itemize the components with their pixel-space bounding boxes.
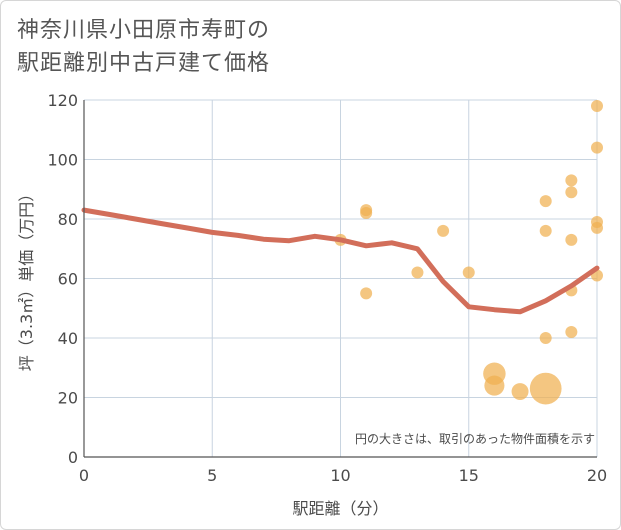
- data-point: [539, 195, 552, 208]
- y-tick-label: 80: [58, 210, 78, 229]
- data-point: [539, 332, 552, 344]
- y-tick-label: 120: [47, 91, 78, 110]
- data-point: [511, 383, 529, 401]
- data-point: [462, 266, 475, 279]
- y-tick-labels: 0 20 40 60 80 100 120: [47, 91, 78, 467]
- data-point: [591, 221, 603, 234]
- data-point: [565, 233, 578, 246]
- data-point: [360, 287, 373, 300]
- y-tick-label: 60: [58, 270, 78, 289]
- chart-title: 神奈川県小田原市寿町の 駅距離別中古戸建て価格: [17, 14, 270, 80]
- data-point: [539, 224, 552, 237]
- y-tick-label: 20: [58, 389, 78, 408]
- x-tick-label: 0: [79, 466, 89, 485]
- axes: [83, 100, 597, 458]
- x-tick-labels: 0 5 10 15 20: [79, 466, 607, 485]
- data-points: [334, 99, 603, 405]
- x-axis-label: 駅距離（分）: [292, 499, 388, 518]
- title-line-1: 神奈川県小田原市寿町の: [17, 18, 271, 43]
- y-axis-label: 坪（3.3㎡）単価（万円）: [17, 186, 36, 371]
- trend-line: [81, 207, 600, 315]
- y-tick-label: 40: [58, 329, 78, 348]
- data-point: [360, 207, 373, 220]
- size-note: 円の大きさは、取引のあった物件面積を示す: [355, 431, 595, 446]
- data-point: [591, 141, 603, 154]
- data-point: [529, 372, 562, 405]
- x-tick-label: 5: [207, 466, 217, 485]
- data-point: [411, 266, 424, 279]
- data-point: [565, 174, 578, 187]
- data-point: [591, 99, 603, 112]
- x-tick-label: 10: [330, 466, 350, 485]
- data-point: [565, 326, 578, 339]
- x-tick-label: 15: [459, 466, 479, 485]
- data-point: [437, 224, 450, 237]
- y-tick-label: 0: [68, 448, 78, 467]
- grid-lines: [84, 99, 598, 457]
- data-point: [565, 186, 578, 199]
- data-point: [484, 375, 505, 396]
- x-tick-label: 20: [587, 466, 607, 485]
- y-tick-label: 100: [47, 151, 78, 170]
- title-line-2: 駅距離別中古戸建て価格: [17, 51, 271, 76]
